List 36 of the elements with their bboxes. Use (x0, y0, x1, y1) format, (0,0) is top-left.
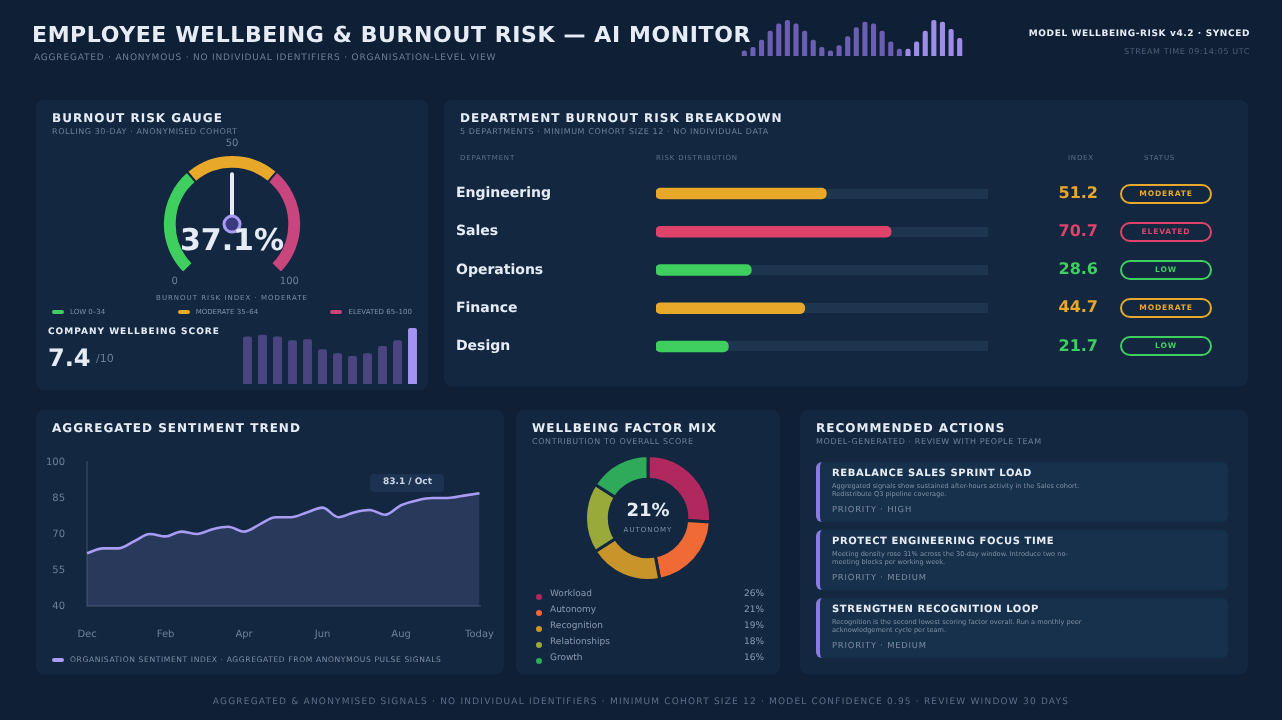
bar (767, 30, 773, 56)
text: 37.1% (177, 222, 287, 258)
bar (333, 353, 342, 384)
bar (810, 39, 816, 56)
bar (363, 353, 372, 384)
text: 7.4 (48, 344, 91, 372)
bar (408, 328, 417, 384)
bar (288, 340, 297, 384)
bar (258, 334, 267, 384)
bar (303, 339, 312, 384)
bar (656, 264, 752, 276)
bar (845, 36, 851, 56)
bar (862, 21, 868, 56)
bar (348, 356, 357, 384)
data-label: 21.7 (1058, 336, 1098, 355)
data-label: 51.2 (1058, 183, 1098, 202)
bar (243, 336, 252, 384)
data-label: 28.6 (1058, 260, 1099, 279)
bar (931, 20, 937, 56)
bar (393, 340, 402, 384)
bar (793, 23, 799, 56)
data-label: 44.7 (1058, 298, 1098, 317)
bar (853, 27, 859, 56)
bar (758, 39, 765, 56)
data-label: 70.7 (1058, 221, 1098, 240)
text: 21% (624, 502, 672, 522)
bar (948, 29, 954, 56)
bar (870, 23, 877, 56)
bar (318, 349, 327, 384)
bar (656, 340, 729, 353)
bar (939, 21, 946, 56)
text: EMPLOYEE WELLBEING & BURNOUT RISK — AI MONITOR (32, 22, 751, 48)
bar (378, 345, 387, 384)
bar (879, 30, 885, 56)
bar (273, 336, 282, 384)
bar (776, 23, 782, 56)
